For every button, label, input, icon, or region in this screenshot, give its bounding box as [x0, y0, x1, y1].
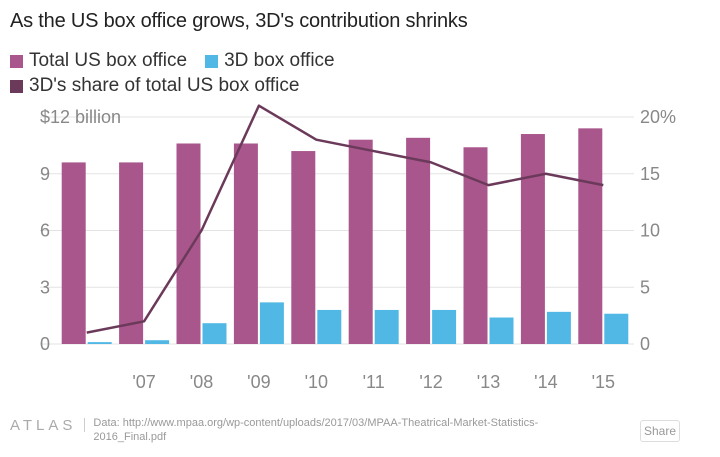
left-axis-tick-label: 3 — [40, 277, 50, 297]
bar-total — [406, 137, 431, 344]
bar-3d — [432, 309, 457, 344]
x-axis-tick-label: '10 — [305, 372, 328, 392]
bar-total — [119, 162, 144, 344]
bar-total — [520, 134, 545, 344]
legend-item-total: Total US box office — [10, 50, 187, 72]
left-axis-tick-label: 9 — [40, 164, 50, 184]
data-source[interactable]: Data: http://www.mpaa.org/wp-content/upl… — [93, 417, 539, 443]
bar-3d — [374, 309, 399, 344]
atlas-logo[interactable]: ATLAS — [10, 417, 77, 434]
legend-label-total: Total US box office — [29, 50, 188, 71]
right-axis-tick-label: 20% — [640, 107, 676, 127]
legend-label-3d: 3D box office — [224, 50, 335, 71]
legend-row-2: 3D's share of total US box office — [10, 75, 309, 97]
bar-3d — [87, 342, 112, 344]
chart-plot: 0 3 6 9 $12 billion 0 5 10 15 20% '07 '08 '09 '10 '11 '… — [40, 104, 676, 392]
footer: ATLAS Data: http://www.mpaa.org/wp-conte… — [10, 416, 593, 444]
bar-3d — [259, 302, 284, 344]
chart-title: As the US box office grows, 3D's contrib… — [10, 10, 468, 32]
x-axis-tick-label: '09 — [247, 372, 270, 392]
left-axis-tick-label: 6 — [40, 221, 50, 241]
bar-total — [291, 151, 316, 344]
x-axis-tick-label: '14 — [534, 372, 557, 392]
legend-swatch-total — [10, 54, 23, 68]
bar-total — [176, 143, 201, 344]
right-axis-tick-label: 5 — [640, 277, 650, 297]
x-axis-tick-label: '08 — [190, 372, 213, 392]
bar-total — [348, 139, 373, 344]
bar-total — [233, 143, 258, 344]
x-axis-tick-label: '13 — [477, 372, 500, 392]
right-axis-tick-label: 10 — [640, 221, 660, 241]
right-axis-tick-label: 0 — [640, 334, 650, 354]
bar-3d — [202, 323, 227, 344]
bar-total — [61, 162, 86, 344]
bar-3d — [546, 311, 571, 344]
x-axis-tick-label: '07 — [132, 372, 155, 392]
left-axis-tick-label: 0 — [40, 334, 50, 354]
bar-3d — [604, 313, 629, 344]
left-axis-tick-label: $12 billion — [40, 107, 121, 127]
legend-item-share: 3D's share of total US box office — [10, 75, 299, 97]
legend-label-share: 3D's share of total US box office — [29, 75, 300, 96]
bar-3d — [317, 309, 342, 344]
right-axis-tick-label: 15 — [640, 164, 660, 184]
share-line — [86, 104, 604, 334]
bar-3d — [145, 340, 170, 344]
bar-3d — [489, 317, 514, 344]
x-axis-tick-label: '15 — [592, 372, 615, 392]
legend-swatch-3d — [205, 54, 219, 68]
legend-swatch-share — [10, 79, 23, 93]
footer-divider — [84, 418, 86, 432]
bar-total — [578, 128, 603, 344]
x-axis-tick-label: '11 — [363, 372, 385, 392]
legend-item-3d: 3D box office — [205, 50, 335, 72]
legend: Total US box office 3D box office — [10, 50, 345, 72]
x-axis-tick-label: '12 — [419, 372, 442, 392]
share-button[interactable]: Share — [640, 420, 680, 442]
